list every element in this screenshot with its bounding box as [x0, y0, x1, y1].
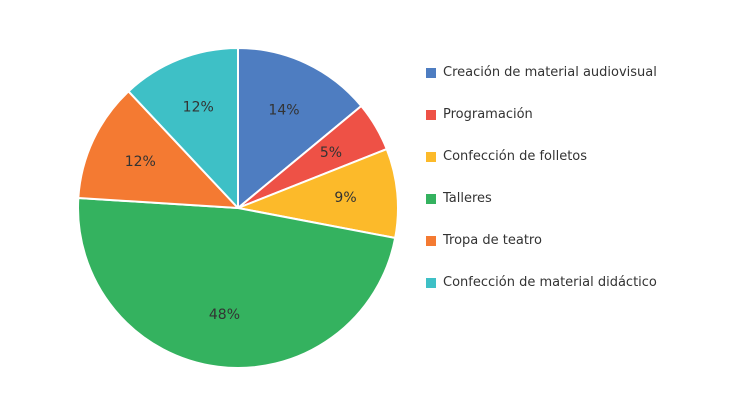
legend-swatch [426, 109, 436, 120]
data-label-creacion-de-material-audiovisual: 14% [268, 102, 299, 118]
legend-item-creacion-de-material-audiovisual: Creación de material audiovisual [426, 62, 657, 83]
legend-label: Confección de folletos [443, 149, 588, 164]
legend-label: Tropa de teatro [443, 233, 542, 248]
data-label-tropa-de-teatro: 12% [125, 154, 156, 170]
legend-item-confeccion-de-folletos: Confección de folletos [426, 146, 657, 167]
data-label-confeccion-de-folletos: 9% [334, 190, 356, 206]
chart-legend: Creación de material audiovisual Programa… [426, 62, 657, 314]
data-label-programacion: 5% [320, 145, 342, 161]
legend-label: Talleres [443, 191, 492, 206]
legend-swatch [426, 277, 436, 288]
legend-swatch [426, 193, 436, 204]
legend-label: Programación [443, 107, 533, 122]
pie-slice-confeccion-de-material-didactico [127, 47, 239, 209]
legend-label: Confección de material didáctico [443, 275, 657, 290]
pie-slice-tropa-de-teatro [77, 90, 239, 209]
data-label-talleres: 48% [209, 307, 240, 323]
pie-slice-creacion-de-material-audiovisual [237, 47, 363, 209]
data-label-confeccion-de-material-didactico: 12% [183, 100, 214, 116]
legend-item-talleres: Talleres [426, 188, 657, 209]
legend-item-tropa-de-teatro: Tropa de teatro [426, 230, 657, 251]
legend-swatch [426, 235, 436, 246]
legend-swatch [426, 67, 436, 78]
pie-slice-talleres [77, 196, 397, 369]
legend-item-programacion: Programación [426, 104, 657, 125]
legend-swatch [426, 151, 436, 162]
legend-label: Creación de material audiovisual [443, 65, 657, 80]
pie-slice-confeccion-de-folletos [237, 148, 400, 239]
legend-item-confeccion-de-material-didactico: Confección de material didáctico [426, 272, 657, 293]
